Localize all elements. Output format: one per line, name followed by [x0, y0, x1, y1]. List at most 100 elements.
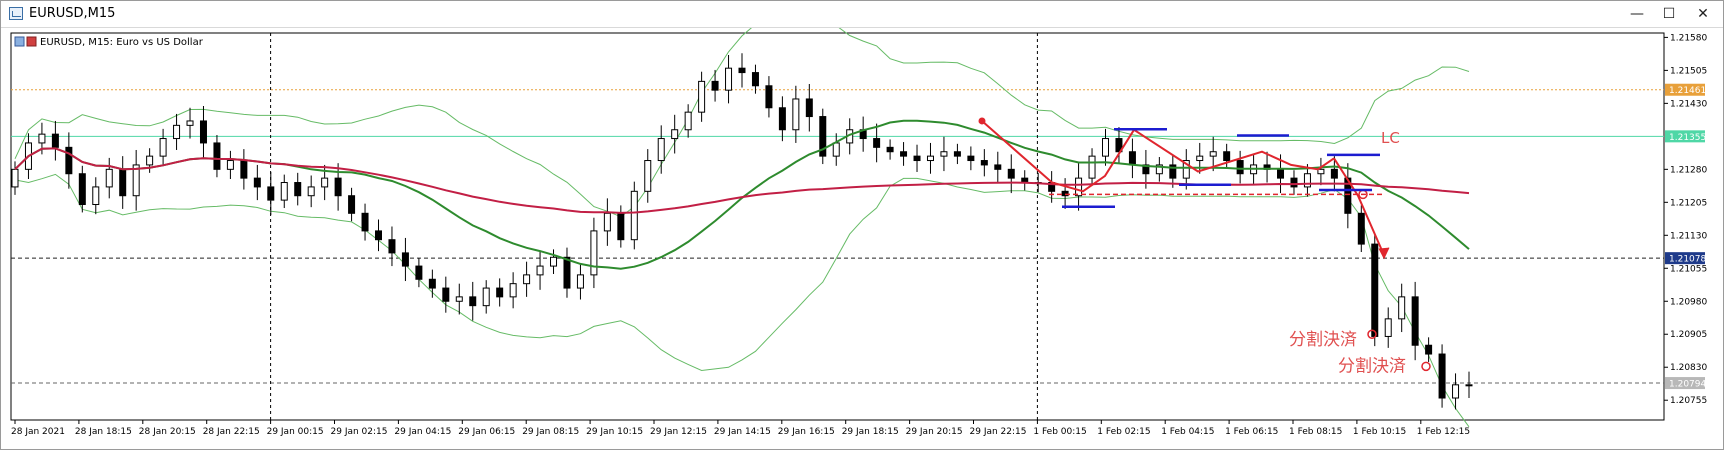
candle[interactable] [900, 142, 908, 166]
candle[interactable] [550, 249, 558, 274]
candle[interactable] [1102, 128, 1109, 166]
candle[interactable] [469, 281, 477, 321]
candle[interactable] [1465, 371, 1473, 399]
candle[interactable] [105, 157, 113, 199]
candle[interactable] [51, 120, 59, 161]
candle[interactable] [819, 108, 827, 165]
candle[interactable] [509, 272, 517, 309]
candle[interactable] [765, 76, 773, 118]
candle[interactable] [146, 148, 154, 173]
candle[interactable] [886, 139, 894, 160]
candle[interactable] [1330, 156, 1338, 192]
maximize-button[interactable]: ☐ [1662, 6, 1676, 22]
candle[interactable] [671, 114, 679, 154]
candle[interactable] [132, 149, 140, 211]
candle[interactable] [953, 143, 961, 165]
candle[interactable] [375, 219, 382, 252]
candle[interactable] [226, 150, 234, 180]
candle[interactable] [11, 161, 19, 195]
candle[interactable] [630, 181, 638, 250]
candle[interactable] [1169, 155, 1177, 188]
candle[interactable] [1115, 127, 1123, 164]
candle[interactable] [926, 142, 934, 174]
candle[interactable] [1007, 154, 1015, 194]
candle[interactable] [294, 172, 302, 206]
candle[interactable] [159, 128, 167, 166]
candle[interactable] [496, 278, 504, 307]
candle[interactable] [253, 164, 261, 201]
candle[interactable] [751, 64, 759, 94]
candle[interactable] [778, 96, 786, 142]
candle[interactable] [1438, 344, 1446, 408]
candle[interactable] [1236, 150, 1244, 184]
candle[interactable] [482, 280, 490, 314]
candle[interactable] [1411, 281, 1419, 361]
candle[interactable] [1182, 149, 1190, 190]
candle[interactable] [1371, 234, 1379, 347]
candle[interactable] [186, 107, 194, 139]
entry-arrow-line[interactable] [1333, 157, 1385, 256]
candle[interactable] [199, 106, 207, 158]
candle[interactable] [388, 226, 396, 267]
candle[interactable] [1061, 178, 1069, 209]
close-button[interactable]: ✕ [1697, 6, 1709, 22]
candle[interactable] [1357, 205, 1365, 253]
candle[interactable] [536, 251, 544, 290]
candle[interactable] [603, 198, 611, 246]
candle[interactable] [442, 276, 450, 313]
price-label[interactable]: 1.21355 [1665, 130, 1706, 143]
candle[interactable] [698, 71, 706, 122]
candle[interactable] [1303, 164, 1311, 197]
price-label[interactable]: 1.21461 [1665, 83, 1706, 97]
candle[interactable] [523, 261, 531, 297]
candle[interactable] [684, 104, 692, 138]
candle[interactable] [805, 84, 813, 132]
candle[interactable] [994, 151, 1002, 183]
candle[interactable] [1317, 157, 1325, 186]
candle[interactable] [78, 165, 86, 213]
candle[interactable] [980, 149, 988, 177]
candle[interactable] [967, 146, 975, 171]
candle[interactable] [401, 237, 409, 282]
candle[interactable] [1223, 143, 1231, 169]
chart-frame[interactable]: LC 分割決済 分割決済 1.21580 1.21505 1.21430 1.21280 1… [1, 12, 1723, 450]
candle[interactable] [267, 171, 275, 216]
candle[interactable] [873, 123, 881, 163]
minimize-button[interactable]: — [1630, 6, 1644, 22]
candle[interactable] [1452, 373, 1460, 410]
candle[interactable] [1290, 170, 1298, 195]
candle[interactable] [65, 132, 73, 189]
candle[interactable] [1088, 148, 1096, 187]
candle[interactable] [792, 85, 800, 143]
candle[interactable] [563, 247, 571, 298]
candle[interactable] [738, 53, 746, 88]
candle[interactable] [348, 187, 356, 222]
candle[interactable] [415, 258, 423, 288]
candle[interactable] [92, 177, 100, 215]
candle[interactable] [725, 54, 733, 104]
candle[interactable] [1155, 157, 1163, 182]
candle[interactable] [1425, 337, 1433, 362]
candle[interactable] [213, 135, 221, 178]
candle[interactable] [590, 217, 598, 289]
candle[interactable] [307, 175, 315, 208]
candle[interactable] [644, 149, 652, 203]
candle[interactable] [1384, 307, 1392, 348]
candle[interactable] [428, 269, 436, 298]
candle[interactable] [576, 263, 584, 300]
price-label[interactable]: 1.20794 [1665, 377, 1706, 390]
candle[interactable] [940, 136, 948, 172]
candle[interactable] [913, 144, 921, 172]
plot-area[interactable] [10, 32, 1665, 421]
candle[interactable] [657, 125, 665, 174]
candle[interactable] [711, 69, 719, 102]
candle[interactable] [455, 283, 463, 315]
candle[interactable] [361, 203, 369, 241]
candle[interactable] [1075, 163, 1083, 211]
candle[interactable] [280, 174, 288, 209]
trend-zigzag-line[interactable] [981, 120, 1335, 193]
price-label[interactable]: 1.21078 [1665, 252, 1706, 265]
candle[interactable] [1398, 283, 1406, 333]
candle[interactable] [1209, 136, 1217, 172]
